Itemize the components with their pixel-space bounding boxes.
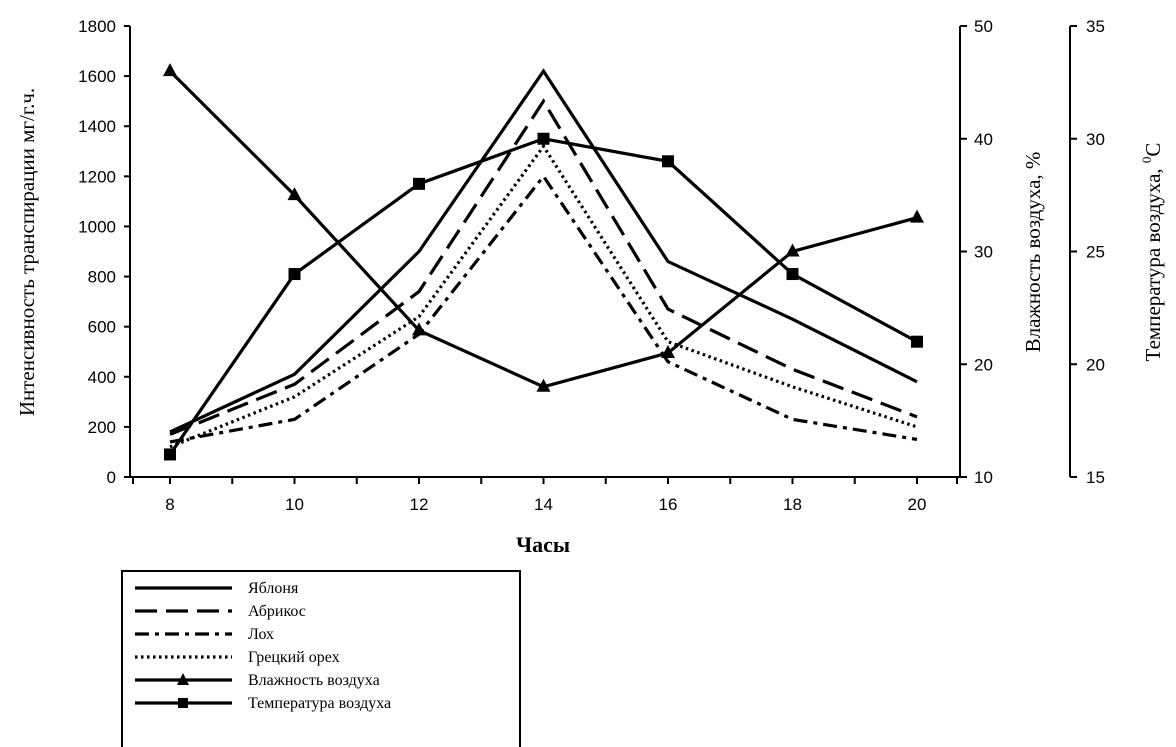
y-right1-tick-label: 30: [974, 243, 993, 262]
data-point-square: [911, 335, 923, 348]
x-tick-label: 16: [659, 495, 678, 514]
data-point-square: [537, 132, 550, 145]
series-line: [169, 143, 918, 449]
legend-frame: [121, 570, 521, 747]
legend-marker-square: [178, 698, 188, 708]
y-right2-tick-label: 25: [1086, 243, 1105, 262]
data-point-square: [786, 268, 799, 281]
data-point-square: [288, 268, 301, 281]
legend-label: Грецкий орех: [248, 649, 340, 666]
y-right2-tick-label: 20: [1086, 355, 1105, 374]
series-1: [169, 98, 918, 436]
x-tick-label: 18: [783, 495, 802, 514]
y-left-tick-label: 200: [88, 418, 116, 437]
series-4: [163, 63, 924, 392]
data-point-triangle: [785, 243, 800, 257]
legend-label: Лох: [248, 626, 274, 643]
y-right2-tick-label: 35: [1086, 17, 1105, 36]
data-point-square: [662, 155, 674, 168]
legend-label: Яблоня: [248, 580, 299, 597]
data-point-triangle: [163, 63, 177, 77]
data-point-square: [413, 177, 425, 190]
data-point-triangle: [661, 344, 675, 358]
y-right1-axis-title: Влажность воздуха, %: [1021, 152, 1045, 353]
legend-label: Абрикос: [248, 603, 306, 620]
data-point-triangle: [412, 322, 426, 336]
y-right2-axis-title: Температура воздуха, 0С: [1139, 143, 1165, 362]
data-point-square: [164, 448, 176, 461]
x-tick-label: 20: [908, 495, 927, 514]
y-right2-title-degree: 0: [1139, 157, 1154, 164]
x-tick-label: 8: [165, 495, 174, 514]
y-left-tick-label: 800: [88, 268, 116, 287]
series-5: [164, 132, 923, 461]
series-3: [169, 143, 918, 449]
legend: Яблоня Абрикос Лох Грецкий орех Влажность во…: [121, 570, 521, 747]
legend-label: Влажность воздуха: [248, 672, 380, 689]
series-line: [168, 69, 918, 389]
series-line: [169, 98, 918, 436]
y-right2-tick-label: 30: [1086, 130, 1105, 149]
y-left-tick-label: 1000: [78, 217, 116, 236]
data-point-triangle: [536, 378, 551, 392]
y-right2-tick-label: 15: [1086, 468, 1105, 487]
x-tick-label: 14: [534, 495, 553, 514]
y-right1-tick-label: 40: [974, 130, 993, 149]
y-left-tick-label: 1400: [78, 117, 116, 136]
y-left-tick-label: 600: [88, 318, 116, 337]
legend-marker-triangle: [177, 673, 189, 685]
tick-labels: 0 200 400 600 800 1000 1200 1400 1600 1800 10 20 30 4…: [78, 17, 1105, 514]
series-group: [163, 63, 924, 461]
y-left-tick-label: 1200: [78, 167, 116, 186]
series-line: [169, 173, 918, 444]
y-right1-tick-label: 50: [974, 17, 993, 36]
y-left-tick-label: 1600: [78, 67, 116, 86]
axis-titles: Интенсивность транспирации мг/г.ч. Влажн…: [15, 88, 1165, 557]
series-0: [169, 68, 918, 434]
y-right2-title-unit: С: [1141, 143, 1165, 157]
axes: [124, 25, 1077, 484]
series-line: [168, 137, 918, 456]
data-point-triangle: [910, 209, 924, 223]
y-left-axis-title: Интенсивность транспирации мг/г.ч.: [15, 88, 39, 416]
series-line: [169, 68, 918, 434]
legend-label: Температура воздуха: [248, 695, 391, 712]
y-right2-title-main: Температура воздуха,: [1141, 163, 1165, 361]
data-point-triangle: [287, 187, 302, 201]
y-left-tick-label: 400: [88, 368, 116, 387]
x-tick-label: 12: [410, 495, 429, 514]
y-right1-tick-label: 20: [974, 355, 993, 374]
y-left-tick-label: 1800: [78, 17, 116, 36]
y-left-tick-label: 0: [107, 468, 116, 487]
series-2: [169, 173, 918, 444]
x-axis-title: Часы: [516, 532, 570, 557]
y-right1-tick-label: 10: [974, 468, 993, 487]
x-tick-label: 10: [285, 495, 304, 514]
